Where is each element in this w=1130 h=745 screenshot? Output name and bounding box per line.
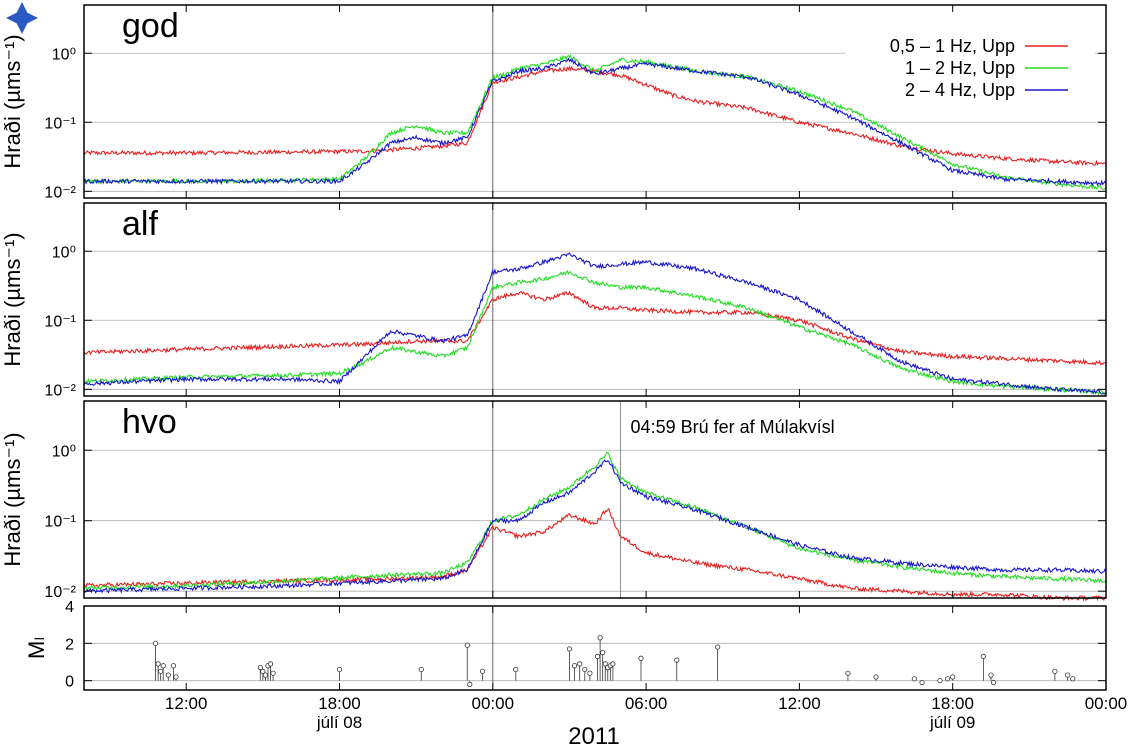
- event-marker: [260, 668, 266, 674]
- event-marker: [165, 672, 171, 678]
- station-label: god: [122, 7, 179, 45]
- series-line-3: [83, 57, 1107, 187]
- event-marker: [173, 674, 179, 680]
- panel-frame: [83, 4, 1107, 199]
- panel-frame: [83, 202, 1107, 397]
- event-marker: [873, 674, 879, 680]
- y-axis-label: Hraði (µms⁻¹): [0, 432, 25, 566]
- ytick-label: 2: [65, 636, 74, 653]
- event-annotation: 04:59 Brú fer af Múlakvísl: [631, 417, 835, 437]
- xtick-label: 18:00: [318, 694, 361, 713]
- event-marker: [571, 663, 578, 669]
- ytick-label: 0: [65, 674, 74, 691]
- ytick-label: 10⁻²: [44, 382, 76, 399]
- event-marker: [674, 657, 680, 663]
- y-axis-label: Mₗ: [24, 637, 49, 659]
- legend-box: [845, 28, 1095, 100]
- ytick-label: 10⁻²: [44, 184, 76, 201]
- ytick-label: 10⁻¹: [44, 514, 76, 531]
- xtick-label: 12:00: [778, 694, 821, 713]
- station-label: alf: [122, 205, 158, 243]
- series-line-1: [83, 65, 1107, 167]
- legend-label: 1 – 2 Hz, Upp: [905, 58, 1015, 78]
- event-marker: [152, 640, 159, 646]
- ytick-label: 10⁰: [52, 443, 76, 460]
- event-marker: [479, 668, 486, 674]
- event-marker: [911, 676, 917, 682]
- xtick-label: 12:00: [165, 694, 208, 713]
- station-label: hvo: [122, 403, 177, 441]
- event-marker: [267, 661, 274, 667]
- xtick-label: 00:00: [472, 694, 515, 713]
- event-marker: [262, 672, 269, 678]
- y-axis-label: Hraði (µms⁻¹): [0, 232, 25, 366]
- legend-label: 0,5 – 1 Hz, Upp: [890, 36, 1015, 56]
- event-marker: [160, 663, 166, 669]
- event-marker: [582, 666, 588, 673]
- event-marker: [990, 679, 997, 686]
- series-line-3: [83, 459, 1107, 594]
- event-marker: [467, 681, 473, 688]
- panel-alf: 10⁻² 10⁻¹ 10⁰ alf Hraði (µms⁻¹): [0, 202, 1107, 399]
- series-line-1: [83, 290, 1107, 366]
- event-marker: [944, 676, 951, 682]
- event-marker: [464, 642, 470, 648]
- ytick-label: 10⁻¹: [44, 115, 76, 132]
- ytick-label: 10⁰: [52, 244, 76, 261]
- event-marker: [950, 674, 956, 680]
- panel-hvo: 04:59 Brú fer af Múlakvísl 10⁻² 10⁻¹ 10⁰ hvo…: [0, 400, 1107, 602]
- event-marker: [919, 679, 925, 686]
- xtick-label: 00:00: [1085, 694, 1128, 713]
- event-marker: [1052, 668, 1058, 674]
- year-label: 2011: [568, 723, 620, 745]
- event-marker: [158, 668, 164, 674]
- ytick-label: 10⁰: [52, 46, 76, 63]
- event-marker: [170, 663, 177, 669]
- series-line-2: [83, 54, 1107, 190]
- xtick-label: 18:00: [931, 694, 974, 713]
- imo-logo-icon: [6, 2, 38, 34]
- panel-god: 10⁻² 10⁻¹ 10⁰ god Hraði (µms⁻¹) 0,5 – 1 Hz, U…: [0, 4, 1107, 201]
- series-line-2: [83, 269, 1107, 396]
- event-marker: [1070, 676, 1076, 682]
- event-marker: [1065, 672, 1071, 678]
- date-label: júlí 09: [929, 713, 975, 732]
- legend-label: 2 – 4 Hz, Upp: [905, 80, 1015, 100]
- event-marker: [638, 655, 644, 661]
- event-marker: [988, 672, 994, 678]
- event-marker: [845, 670, 851, 676]
- series-line-3: [83, 252, 1107, 395]
- y-axis-label: Hraði (µms⁻¹): [0, 34, 25, 168]
- event-marker: [566, 646, 573, 652]
- mag-panel-frame: [83, 605, 1107, 691]
- event-marker: [715, 644, 721, 650]
- date-label: júlí 08: [316, 713, 362, 732]
- series-line-2: [83, 452, 1107, 592]
- event-marker: [600, 650, 606, 656]
- event-marker: [610, 661, 616, 667]
- event-marker: [587, 670, 593, 676]
- event-marker: [418, 666, 424, 673]
- series-line-1: [83, 507, 1107, 602]
- event-marker: [257, 664, 263, 671]
- event-marker: [270, 670, 276, 676]
- event-marker: [577, 661, 583, 667]
- event-marker: [594, 653, 601, 660]
- xtick-label: 06:00: [625, 694, 668, 713]
- panel-frame: [83, 400, 1107, 599]
- event-marker: [513, 666, 519, 673]
- event-marker: [937, 678, 943, 684]
- event-marker: [336, 666, 343, 673]
- event-marker: [155, 661, 161, 667]
- ytick-label: 4: [65, 599, 74, 616]
- ytick-label: 10⁻¹: [44, 313, 76, 330]
- event-marker: [602, 661, 608, 667]
- event-marker: [597, 635, 603, 641]
- ytick-label: 10⁻²: [44, 584, 76, 601]
- event-marker: [980, 653, 986, 660]
